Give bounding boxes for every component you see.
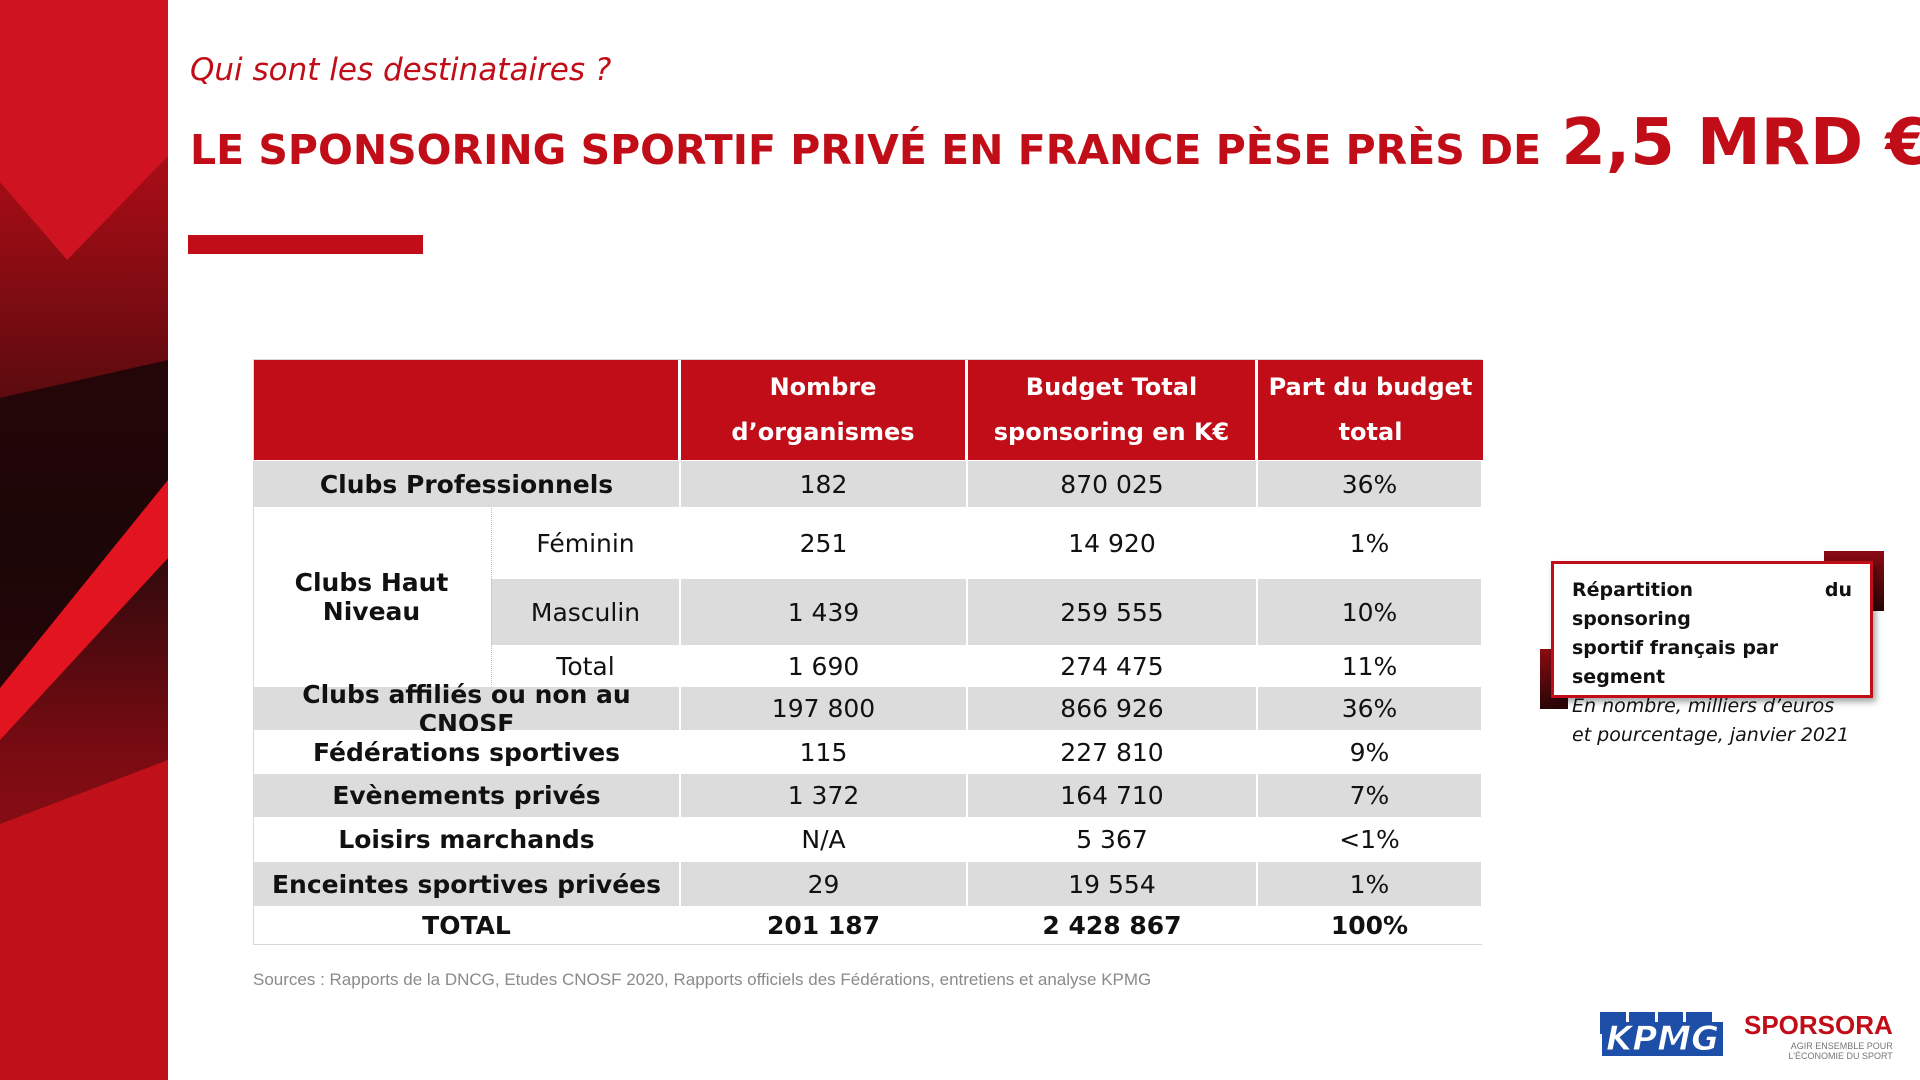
cell-share: 10%: [1258, 579, 1483, 646]
title-highlight: 2,5 MRD €: [1561, 106, 1920, 180]
cell-count: 1 439: [681, 579, 968, 646]
cell-share: 7%: [1258, 774, 1483, 818]
decorative-side-band: [0, 0, 168, 1080]
cell-count: 197 800: [681, 687, 968, 731]
total-label: TOTAL: [254, 907, 681, 944]
slide-subtitle: Qui sont les destinataires ?: [190, 52, 612, 88]
total-share: 100%: [1258, 907, 1483, 944]
row-label: Fédérations sportives: [254, 731, 681, 774]
total-budget: 2 428 867: [968, 907, 1258, 944]
row-label-group: Clubs Haut Niveau: [254, 508, 491, 687]
cell-share: 36%: [1258, 687, 1483, 731]
row-sublabel: Total: [491, 646, 681, 687]
accent-bar: [188, 235, 423, 254]
sporsora-logo: SPORSORA AGIR ENSEMBLE POUR L'ÉCONOMIE D…: [1744, 1010, 1893, 1061]
cell-budget: 14 920: [968, 508, 1258, 579]
cell-share: 36%: [1258, 461, 1483, 508]
cell-budget: 274 475: [968, 646, 1258, 687]
header-empty: [254, 360, 681, 461]
callout-title-line2: sportif français par segment: [1572, 637, 1779, 688]
cell-budget: 164 710: [968, 774, 1258, 818]
row-label: Clubs affiliés ou non au CNOSF: [254, 680, 681, 738]
sporsora-tagline-1: AGIR ENSEMBLE POUR: [1790, 1041, 1893, 1051]
callout: Répartition du sponsoring sportif frança…: [1540, 551, 1884, 746]
sources-note: Sources : Rapports de la DNCG, Etudes CN…: [253, 970, 1152, 989]
sporsora-tagline-2: L'ÉCONOMIE DU SPORT: [1788, 1051, 1893, 1061]
cell-budget: 866 926: [968, 687, 1258, 731]
cell-budget: 870 025: [968, 461, 1258, 508]
cell-share: 11%: [1258, 646, 1483, 687]
row-label: Enceintes sportives privées: [254, 862, 681, 907]
cell-count: 1 690: [681, 646, 968, 687]
total-count: 201 187: [681, 907, 968, 944]
header-budget: Budget Total sponsoring en K€: [968, 360, 1258, 461]
cell-share: 1%: [1258, 862, 1483, 907]
sporsora-logo-text: SPORSORA: [1744, 1010, 1893, 1040]
header-count: Nombre d’organismes: [681, 360, 968, 461]
cell-share: 9%: [1258, 731, 1483, 774]
cell-count: 29: [681, 862, 968, 907]
cell-share: 1%: [1258, 508, 1483, 579]
title-main: LE SPONSORING SPORTIF PRIVÉ EN FRANCE PÈ…: [190, 126, 1542, 174]
cell-count: 1 372: [681, 774, 968, 818]
row-sublabel: Féminin: [491, 508, 681, 579]
cell-count: 115: [681, 731, 968, 774]
cell-share: <1%: [1258, 818, 1483, 862]
row-label: Evènements privés: [254, 774, 681, 818]
row-label: Loisirs marchands: [254, 818, 681, 862]
cell-budget: 5 367: [968, 818, 1258, 862]
row-label: Clubs Professionnels: [254, 461, 681, 508]
kpmg-logo: KPMG: [1600, 1012, 1724, 1057]
cell-budget: 259 555: [968, 579, 1258, 646]
cell-budget: 227 810: [968, 731, 1258, 774]
callout-subtitle: En nombre, milliers d’euros et pourcenta…: [1572, 695, 1850, 746]
slide-title: LE SPONSORING SPORTIF PRIVÉ EN FRANCE PÈ…: [190, 106, 1920, 180]
cell-count: 182: [681, 461, 968, 508]
row-sublabel: Masculin: [491, 579, 681, 646]
sponsoring-table: Nombre d’organismes Budget Total sponsor…: [253, 359, 1483, 945]
header-share: Part du budget total: [1258, 360, 1483, 461]
callout-title-line1: Répartition du sponsoring: [1572, 579, 1852, 630]
cell-count: N/A: [681, 818, 968, 862]
cell-count: 251: [681, 508, 968, 579]
kpmg-logo-text: KPMG: [1602, 1022, 1724, 1057]
cell-budget: 19 554: [968, 862, 1258, 907]
